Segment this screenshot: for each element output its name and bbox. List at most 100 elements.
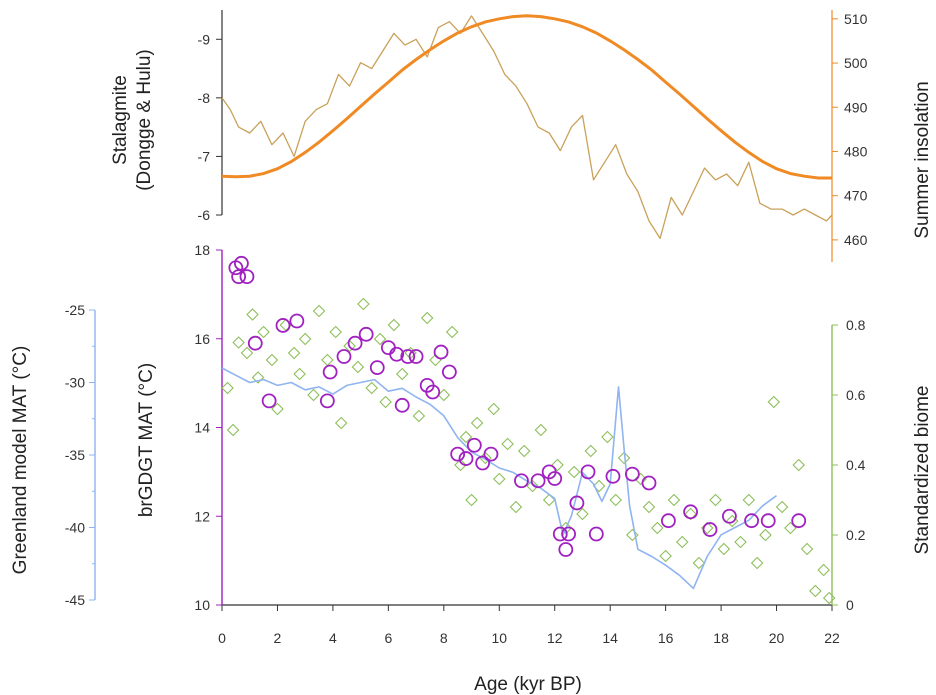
brgdgt-point <box>561 526 576 542</box>
stalagmite-tick-label: -8 <box>198 90 211 106</box>
brgdgt-point <box>569 495 585 511</box>
brgdgt-point <box>336 349 352 364</box>
biome-point <box>501 437 514 451</box>
biome-tick-label: 0 <box>846 597 854 613</box>
biome-point <box>609 493 623 507</box>
biome-point <box>492 472 506 486</box>
stalagmite-tick-label: -9 <box>198 31 211 47</box>
biome-point <box>221 381 234 395</box>
biome-point <box>684 507 697 521</box>
x-tick-label: 0 <box>218 630 226 646</box>
greenland-tick-label: -40 <box>65 520 85 536</box>
brgdgt-point <box>389 346 405 362</box>
biome-point <box>226 423 240 437</box>
bottom-right-axis-title: Standardized biome <box>912 386 933 555</box>
biome-point <box>454 458 467 472</box>
biome-point <box>357 297 370 311</box>
brgdgt-point <box>261 393 277 409</box>
biome-point <box>240 346 254 360</box>
brgdgt-point <box>744 513 759 529</box>
x-tick-label: 20 <box>769 630 785 646</box>
brgdgt-point <box>483 446 499 462</box>
biome-point <box>692 556 706 570</box>
brgdgt-tick-label: 18 <box>194 242 210 258</box>
brgdgt-point <box>458 451 474 466</box>
brgdgt-point <box>380 340 396 356</box>
biome-point <box>329 325 342 339</box>
x-axis-title: Age (kyr BP) <box>474 674 582 695</box>
axes-layer: 0 2 4 6 8 10 12 14 16 18 20 22 -9 -8 -7 -6 510 500 490 480 4… <box>65 10 868 646</box>
greenland-tick-label: -25 <box>65 302 85 318</box>
biome-point <box>526 479 539 493</box>
brgdgt-point <box>408 349 424 364</box>
greenland-line <box>221 367 777 590</box>
x-tick-label: 10 <box>491 630 507 646</box>
insolation-tick-label: 490 <box>844 99 868 115</box>
bottom-left-axis-title-brgdgt: brGDGT MAT (°C) <box>136 363 157 517</box>
biome-point <box>365 381 379 395</box>
biome-point <box>246 308 259 321</box>
biome-point <box>459 430 473 444</box>
biome-point <box>351 360 365 374</box>
biome-point <box>251 371 265 384</box>
brgdgt-point <box>547 471 563 486</box>
biome-point <box>387 318 401 332</box>
stalagmite-tick-label: -6 <box>198 207 211 223</box>
biome-point <box>373 332 387 346</box>
biome-tick-label: 0.6 <box>846 387 866 403</box>
biome-point <box>395 367 409 381</box>
series-layer <box>221 14 836 605</box>
biome-point <box>534 423 548 437</box>
insolation-tick-label: 470 <box>844 188 868 204</box>
biome-point <box>321 353 334 367</box>
x-tick-label: 2 <box>274 630 282 646</box>
biome-point <box>576 507 589 521</box>
biome-point <box>257 325 270 339</box>
biome-point <box>709 493 722 507</box>
brgdgt-point <box>641 475 657 491</box>
brgdgt-point <box>466 437 482 453</box>
brgdgt-point <box>425 384 441 400</box>
insolation-tick-label: 500 <box>844 55 868 71</box>
brgdgt-point <box>580 464 596 480</box>
biome-point <box>617 451 631 465</box>
biome-point <box>293 367 306 381</box>
biome-point <box>742 493 756 507</box>
brgdgt-point <box>588 526 604 542</box>
top-left-axis-title-line1: Stalagmite <box>110 75 131 165</box>
biome-point <box>271 402 284 416</box>
biome-point <box>559 521 573 535</box>
top-left-axis-title-line2: (Dongge & Hulu) <box>134 49 155 191</box>
insolation-tick-label: 480 <box>844 143 868 159</box>
biome-point <box>509 500 523 514</box>
biome-point <box>592 479 606 493</box>
biome-point <box>420 311 434 325</box>
biome-point <box>334 416 348 430</box>
bottom-left-axis-title-greenland: Greenland model MAT (°C) <box>10 346 31 575</box>
biome-point <box>800 542 814 556</box>
biome-point <box>551 458 564 472</box>
biome-point <box>232 336 245 349</box>
x-tick-label: 8 <box>440 630 448 646</box>
biome-point <box>517 444 531 458</box>
x-tick-label: 18 <box>713 630 729 646</box>
brgdgt-point <box>605 468 621 484</box>
biome-point <box>445 325 459 339</box>
insolation-tick-label: 510 <box>844 11 868 27</box>
biome-point <box>298 332 312 346</box>
x-tick-label: 16 <box>658 630 674 646</box>
greenland-tick-label: -30 <box>65 375 85 391</box>
biome-tick-label: 0.2 <box>846 527 866 543</box>
biome-point <box>567 465 581 479</box>
brgdgt-point <box>702 522 718 537</box>
stalagmite-line <box>221 15 833 240</box>
biome-point <box>584 444 598 458</box>
insolation-tick-label: 460 <box>844 232 868 248</box>
brgdgt-point <box>760 513 776 529</box>
biome-point <box>601 430 614 444</box>
biome-point <box>750 556 764 570</box>
brgdgt-point <box>275 318 291 333</box>
brgdgt-point <box>475 455 491 471</box>
biome-point <box>659 549 672 563</box>
biome-point <box>734 535 747 549</box>
